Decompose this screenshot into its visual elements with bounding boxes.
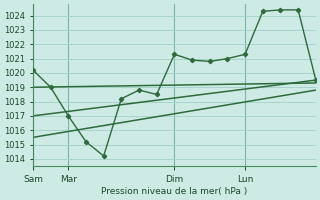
X-axis label: Pression niveau de la mer( hPa ): Pression niveau de la mer( hPa ) (101, 187, 247, 196)
